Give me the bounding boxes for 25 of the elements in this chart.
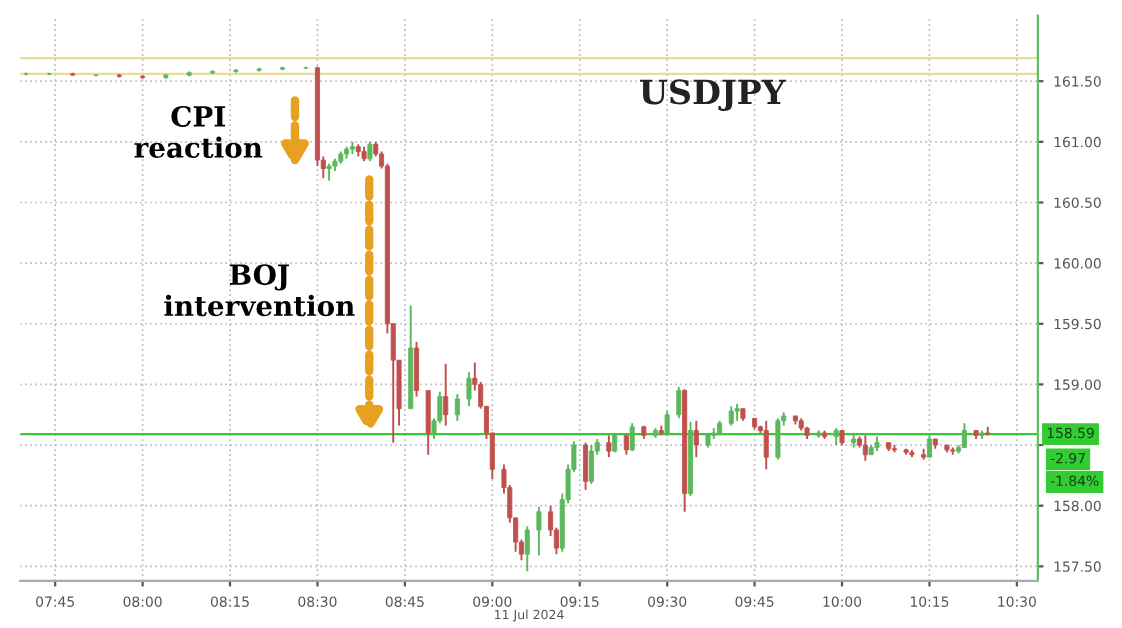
candlestick bbox=[775, 417, 781, 461]
candlestick bbox=[466, 371, 472, 408]
candlestick bbox=[367, 140, 373, 163]
candlestick bbox=[961, 422, 967, 449]
candlestick bbox=[693, 419, 699, 459]
candlestick bbox=[454, 393, 460, 422]
candlestick bbox=[676, 385, 682, 420]
candlestick bbox=[629, 422, 635, 453]
candlestick bbox=[926, 434, 932, 459]
candlestick bbox=[623, 434, 629, 456]
candlestick bbox=[425, 389, 431, 456]
text: USDJPY bbox=[640, 79, 786, 111]
candlestick bbox=[443, 362, 449, 427]
candlestick bbox=[524, 525, 530, 573]
candlestick bbox=[588, 444, 594, 485]
candlestick bbox=[583, 441, 589, 491]
candlestick bbox=[728, 405, 734, 427]
candlestick bbox=[862, 434, 868, 462]
annotation: BOJ intervention bbox=[164, 264, 355, 317]
candlestick bbox=[536, 505, 542, 557]
annotation: CPI reaction bbox=[134, 105, 263, 158]
candlestick bbox=[414, 340, 420, 398]
candlestick bbox=[606, 434, 612, 459]
candlestick bbox=[664, 410, 670, 437]
candlestick bbox=[763, 419, 769, 471]
